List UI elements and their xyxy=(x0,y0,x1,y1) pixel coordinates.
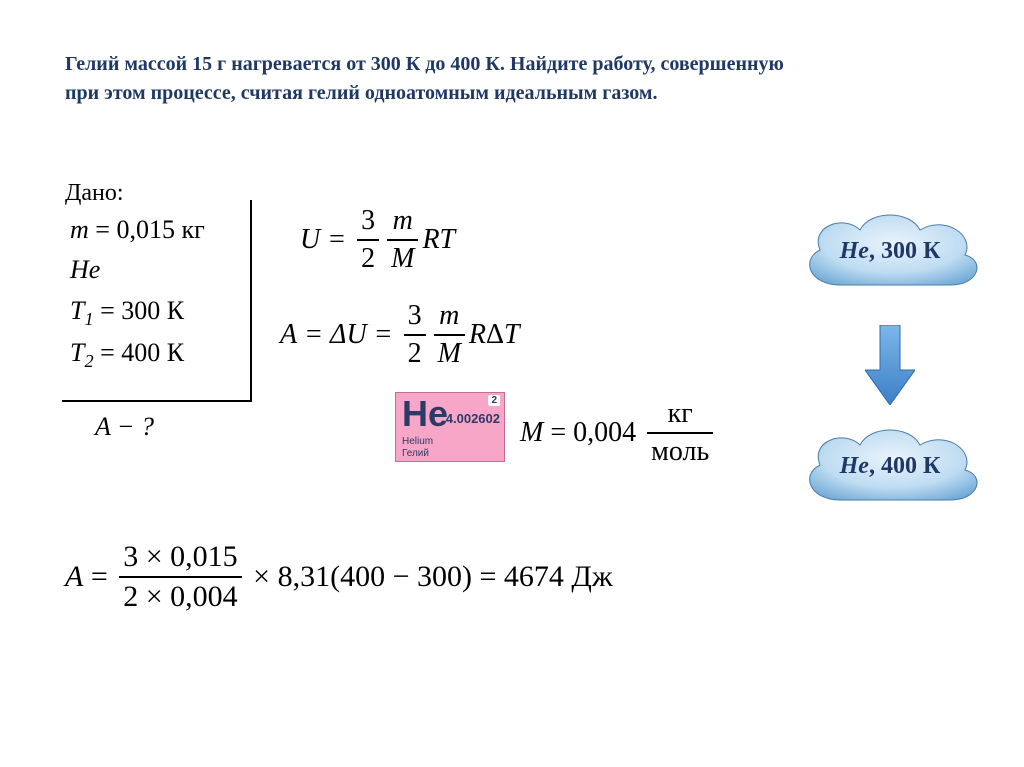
separator-vertical xyxy=(250,200,252,400)
given-block: m = 0,015 кг He T1 = 300 К T2 = 400 К xyxy=(70,210,205,375)
cloud-state-final: He, 400 К xyxy=(790,415,990,525)
given-mass: m = 0,015 кг xyxy=(70,210,205,250)
helium-element-tile: He 2 4.002602 Helium Гелий xyxy=(395,392,505,462)
sought-quantity: A − ? xyxy=(95,412,154,442)
cloud-label-final: He, 400 К xyxy=(790,453,990,480)
equation-internal-energy: U = 32 mM RT xyxy=(300,205,455,275)
element-atomic-mass: 4.002602 xyxy=(446,411,500,426)
given-gas: He xyxy=(70,250,205,290)
cloud-state-initial: He, 300 К xyxy=(790,200,990,310)
given-label: Дано: xyxy=(65,180,124,207)
element-name-ru: Гелий xyxy=(402,448,429,459)
element-symbol: He xyxy=(402,393,448,435)
cloud-label-initial: He, 300 К xyxy=(790,238,990,265)
element-name-en: Helium xyxy=(402,436,433,447)
problem-statement: Гелий массой 15 г нагревается от 300 К д… xyxy=(65,50,785,108)
given-t1: T1 = 300 К xyxy=(70,291,205,333)
equation-work: A = ΔU = 32 mM RΔT xyxy=(280,300,520,370)
equation-molar-mass: M = 0,004 кгмоль xyxy=(520,398,717,468)
arrow-down-icon xyxy=(865,325,915,405)
equation-final: A = 3 × 0,015 2 × 0,004 × 8,31(400 − 300… xyxy=(65,540,613,614)
separator-horizontal xyxy=(62,400,252,402)
given-t2: T2 = 400 К xyxy=(70,333,205,375)
element-atomic-number: 2 xyxy=(488,395,500,406)
